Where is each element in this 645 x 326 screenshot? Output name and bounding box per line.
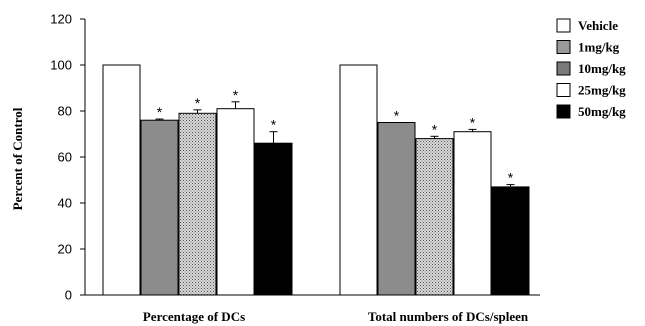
significance-star: *: [470, 114, 476, 130]
y-tick-label: 40: [58, 196, 72, 211]
legend-label: 10mg/kg: [578, 61, 626, 76]
bar-10mgkg-2: [415, 138, 454, 296]
bar-1mgkg-2: [377, 122, 416, 296]
significance-star: *: [157, 104, 163, 120]
significance-star: *: [508, 170, 514, 186]
bar-1mgkg-1: [140, 119, 179, 296]
bar-vehicle-1: [102, 64, 141, 296]
bar-50mgkg-1: [254, 142, 293, 296]
legend: Vehicle 1mg/kg 10mg/kg 25mg/kg 50mg/kg: [556, 18, 626, 119]
bars-group: * * * * * * * *: [102, 64, 530, 296]
significance-star: *: [394, 108, 400, 124]
legend-label: 25mg/kg: [578, 83, 626, 98]
bar-vehicle-2: [339, 64, 378, 296]
y-tick-label: 100: [50, 58, 72, 73]
x-category-label: Percentage of DCs: [143, 309, 245, 324]
legend-label: 50mg/kg: [578, 104, 626, 119]
legend-swatch: [556, 40, 571, 54]
legend-swatch: [556, 18, 571, 33]
bar-10mgkg-1: [178, 112, 217, 296]
y-tick-label: 60: [58, 150, 72, 165]
significance-star: *: [432, 121, 438, 137]
legend-swatch: [556, 83, 571, 97]
legend-label: 1mg/kg: [578, 40, 620, 55]
y-tick-label: 0: [65, 288, 72, 303]
bar-25mgkg-1: [216, 108, 255, 296]
significance-star: *: [233, 87, 239, 103]
significance-star: *: [271, 117, 277, 133]
y-tick-label: 120: [50, 12, 72, 27]
legend-swatch: [556, 61, 571, 76]
x-category-labels: Percentage of DCs Total numbers of DCs/sp…: [143, 309, 529, 324]
legend-label: Vehicle: [578, 18, 618, 33]
x-category-label: Total numbers of DCs/spleen: [368, 309, 529, 324]
bar-25mgkg-2: [453, 131, 492, 296]
y-axis-label: Percent of Control: [10, 107, 25, 210]
y-tick-label: 20: [58, 242, 72, 257]
bar-50mgkg-2: [491, 186, 530, 296]
legend-swatch: [556, 104, 571, 119]
y-tick-label: 80: [58, 104, 72, 119]
significance-star: *: [195, 95, 201, 111]
